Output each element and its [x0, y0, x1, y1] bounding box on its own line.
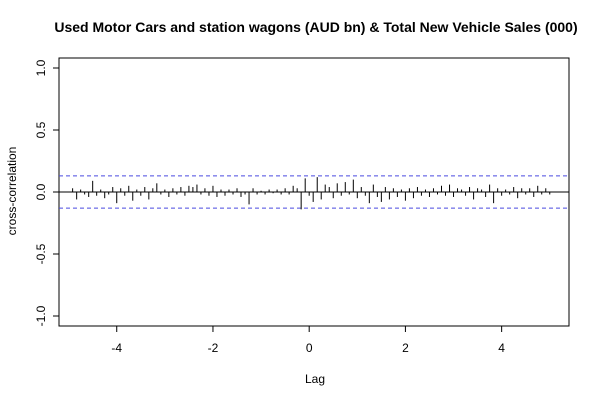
y-tick-label: 1.0 — [34, 59, 48, 76]
x-tick-label: 4 — [498, 341, 505, 355]
y-tick-label: -0.5 — [34, 243, 48, 264]
ccf-bars — [59, 175, 569, 210]
x-axis-label: Lag — [305, 372, 325, 386]
x-tick-label: 2 — [402, 341, 409, 355]
x-tick-label: -2 — [208, 341, 219, 355]
chart-title: Used Motor Cars and station wagons (AUD … — [54, 19, 577, 35]
axes-group: -4 -2 0 2 4 -1.0 -0.5 0.0 0.5 1.0 — [34, 59, 505, 355]
y-tick-label: 0.0 — [34, 183, 48, 200]
x-tick-label: 0 — [306, 341, 313, 355]
y-tick-label: -1.0 — [34, 305, 48, 326]
x-tick-label: -4 — [111, 341, 122, 355]
y-axis-label: cross-correlation — [5, 147, 19, 236]
y-tick-label: 0.5 — [34, 121, 48, 138]
